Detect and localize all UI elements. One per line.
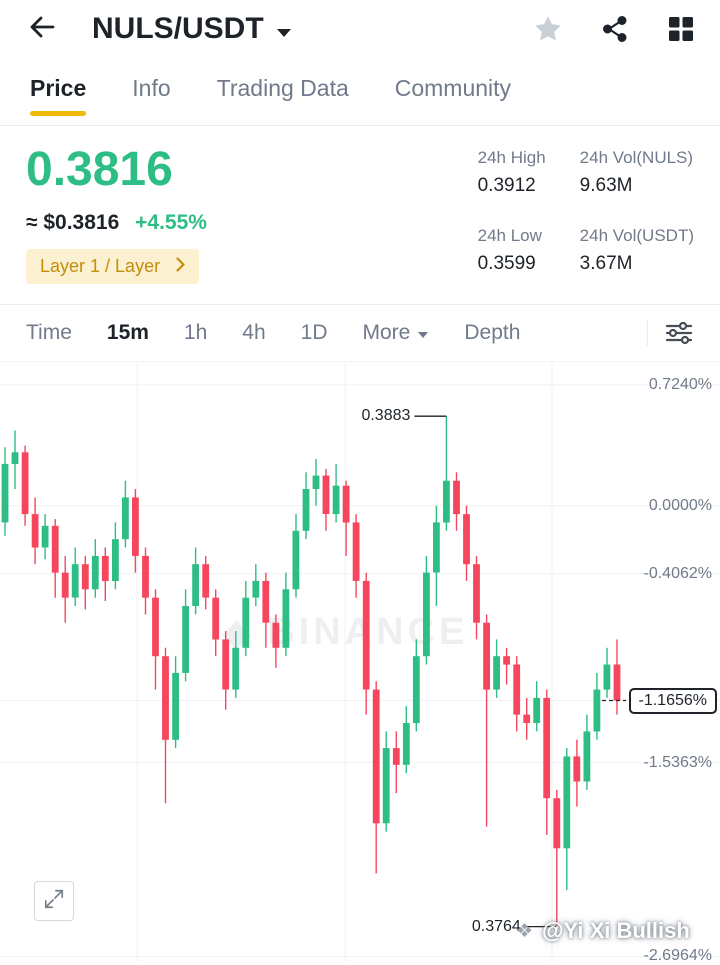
- chart-area[interactable]: ◆ BINANCE 0.7240%0.0000%-0.4062%-1.1656%…: [0, 361, 720, 961]
- interval-time[interactable]: Time: [26, 321, 72, 344]
- stat-24h-high: 24h High 0.3912: [478, 148, 546, 206]
- y-axis-label: 0.0000%: [648, 496, 712, 514]
- back-arrow-icon: [26, 11, 58, 48]
- fiat-approx-price: ≈ $0.3816: [26, 211, 120, 234]
- fiat-price-row: ≈ $0.3816 +4.55%: [26, 211, 207, 235]
- vertical-separator: [647, 320, 648, 346]
- section-tabs: Price Info Trading Data Community: [0, 52, 720, 126]
- section-divider: [0, 304, 720, 305]
- stat-value: 9.63M: [579, 175, 633, 196]
- category-tag-label: Layer 1 / Layer: [40, 256, 161, 276]
- gem-logo-icon: ❖: [516, 920, 534, 942]
- depth-button[interactable]: Depth: [464, 321, 521, 344]
- tab-community[interactable]: Community: [395, 52, 511, 125]
- favorite-star-icon[interactable]: [532, 13, 564, 45]
- last-price: 0.3816: [26, 143, 173, 196]
- pair-title: NULS/USDT: [92, 12, 264, 45]
- stat-24h-vol-base: 24h Vol(NULS) 9.63M: [580, 148, 694, 206]
- change-24h: +4.55%: [135, 211, 207, 234]
- chevron-right-icon: [176, 256, 185, 277]
- top-bar: NULS/USDT: [0, 0, 720, 52]
- price-panel-left: 0.3816 ≈ $0.3816 +4.55% Layer 1 / Layer: [26, 146, 207, 284]
- stats-grid: 24h High 0.3912 24h Vol(NULS) 9.63M 24h …: [478, 146, 694, 284]
- stat-label: 24h Low: [477, 226, 542, 245]
- tab-label: Info: [132, 75, 171, 101]
- credit-watermark-text: @Yi Xi Bullish: [542, 918, 690, 943]
- stat-24h-low: 24h Low 0.3599: [478, 226, 546, 284]
- expand-arrows-icon: [43, 888, 65, 915]
- interval-15m[interactable]: 15m: [106, 321, 149, 344]
- tab-trading-data[interactable]: Trading Data: [217, 52, 349, 125]
- category-tag[interactable]: Layer 1 / Layer: [26, 249, 200, 284]
- interval-more[interactable]: More: [363, 321, 430, 345]
- tab-price[interactable]: Price: [30, 52, 86, 125]
- high-price-annotation: 0.3883: [361, 407, 411, 425]
- caret-down-icon: [417, 321, 429, 345]
- pair-selector[interactable]: NULS/USDT: [92, 12, 292, 46]
- tab-info[interactable]: Info: [132, 52, 170, 125]
- top-bar-actions: [532, 13, 696, 45]
- interval-1d[interactable]: 1D: [300, 321, 328, 344]
- low-price-annotation: 0.3764: [471, 917, 521, 935]
- share-icon[interactable]: [600, 14, 630, 44]
- y-axis-label: -2.6964%: [643, 947, 713, 961]
- chevron-down-icon: [276, 12, 292, 46]
- tab-label: Community: [394, 75, 512, 101]
- chart-settings-icon[interactable]: [664, 318, 694, 348]
- stat-value: 0.3599: [477, 253, 536, 274]
- toolbar-right: [647, 318, 694, 348]
- interval-toolbar: Time 15m 1h 4h 1D More Depth: [0, 305, 720, 361]
- interval-1h[interactable]: 1h: [183, 321, 208, 344]
- stat-24h-vol-quote: 24h Vol(USDT) 3.67M: [580, 226, 694, 284]
- y-axis-label: -0.4062%: [643, 564, 713, 582]
- stat-value: 3.67M: [579, 253, 633, 274]
- stat-value: 0.3912: [477, 175, 536, 196]
- credit-watermark: ❖ @Yi Xi Bullish: [516, 918, 690, 944]
- current-change-badge: -1.1656%: [628, 687, 717, 714]
- price-panel: 0.3816 ≈ $0.3816 +4.55% Layer 1 / Layer …: [0, 126, 720, 304]
- more-label: More: [362, 321, 411, 344]
- candlestick-chart[interactable]: [0, 362, 720, 961]
- y-axis-label: -1.5363%: [643, 753, 713, 771]
- interval-4h[interactable]: 4h: [242, 321, 266, 344]
- y-axis-label: 0.7240%: [648, 375, 712, 393]
- tab-label: Trading Data: [216, 75, 349, 101]
- fullscreen-button[interactable]: [34, 881, 74, 921]
- stat-label: 24h Vol(NULS): [579, 148, 694, 167]
- stat-label: 24h Vol(USDT): [579, 226, 694, 245]
- back-button[interactable]: [26, 11, 58, 48]
- tab-label: Price: [30, 75, 87, 101]
- markets-grid-icon[interactable]: [666, 14, 696, 44]
- stat-label: 24h High: [477, 148, 546, 167]
